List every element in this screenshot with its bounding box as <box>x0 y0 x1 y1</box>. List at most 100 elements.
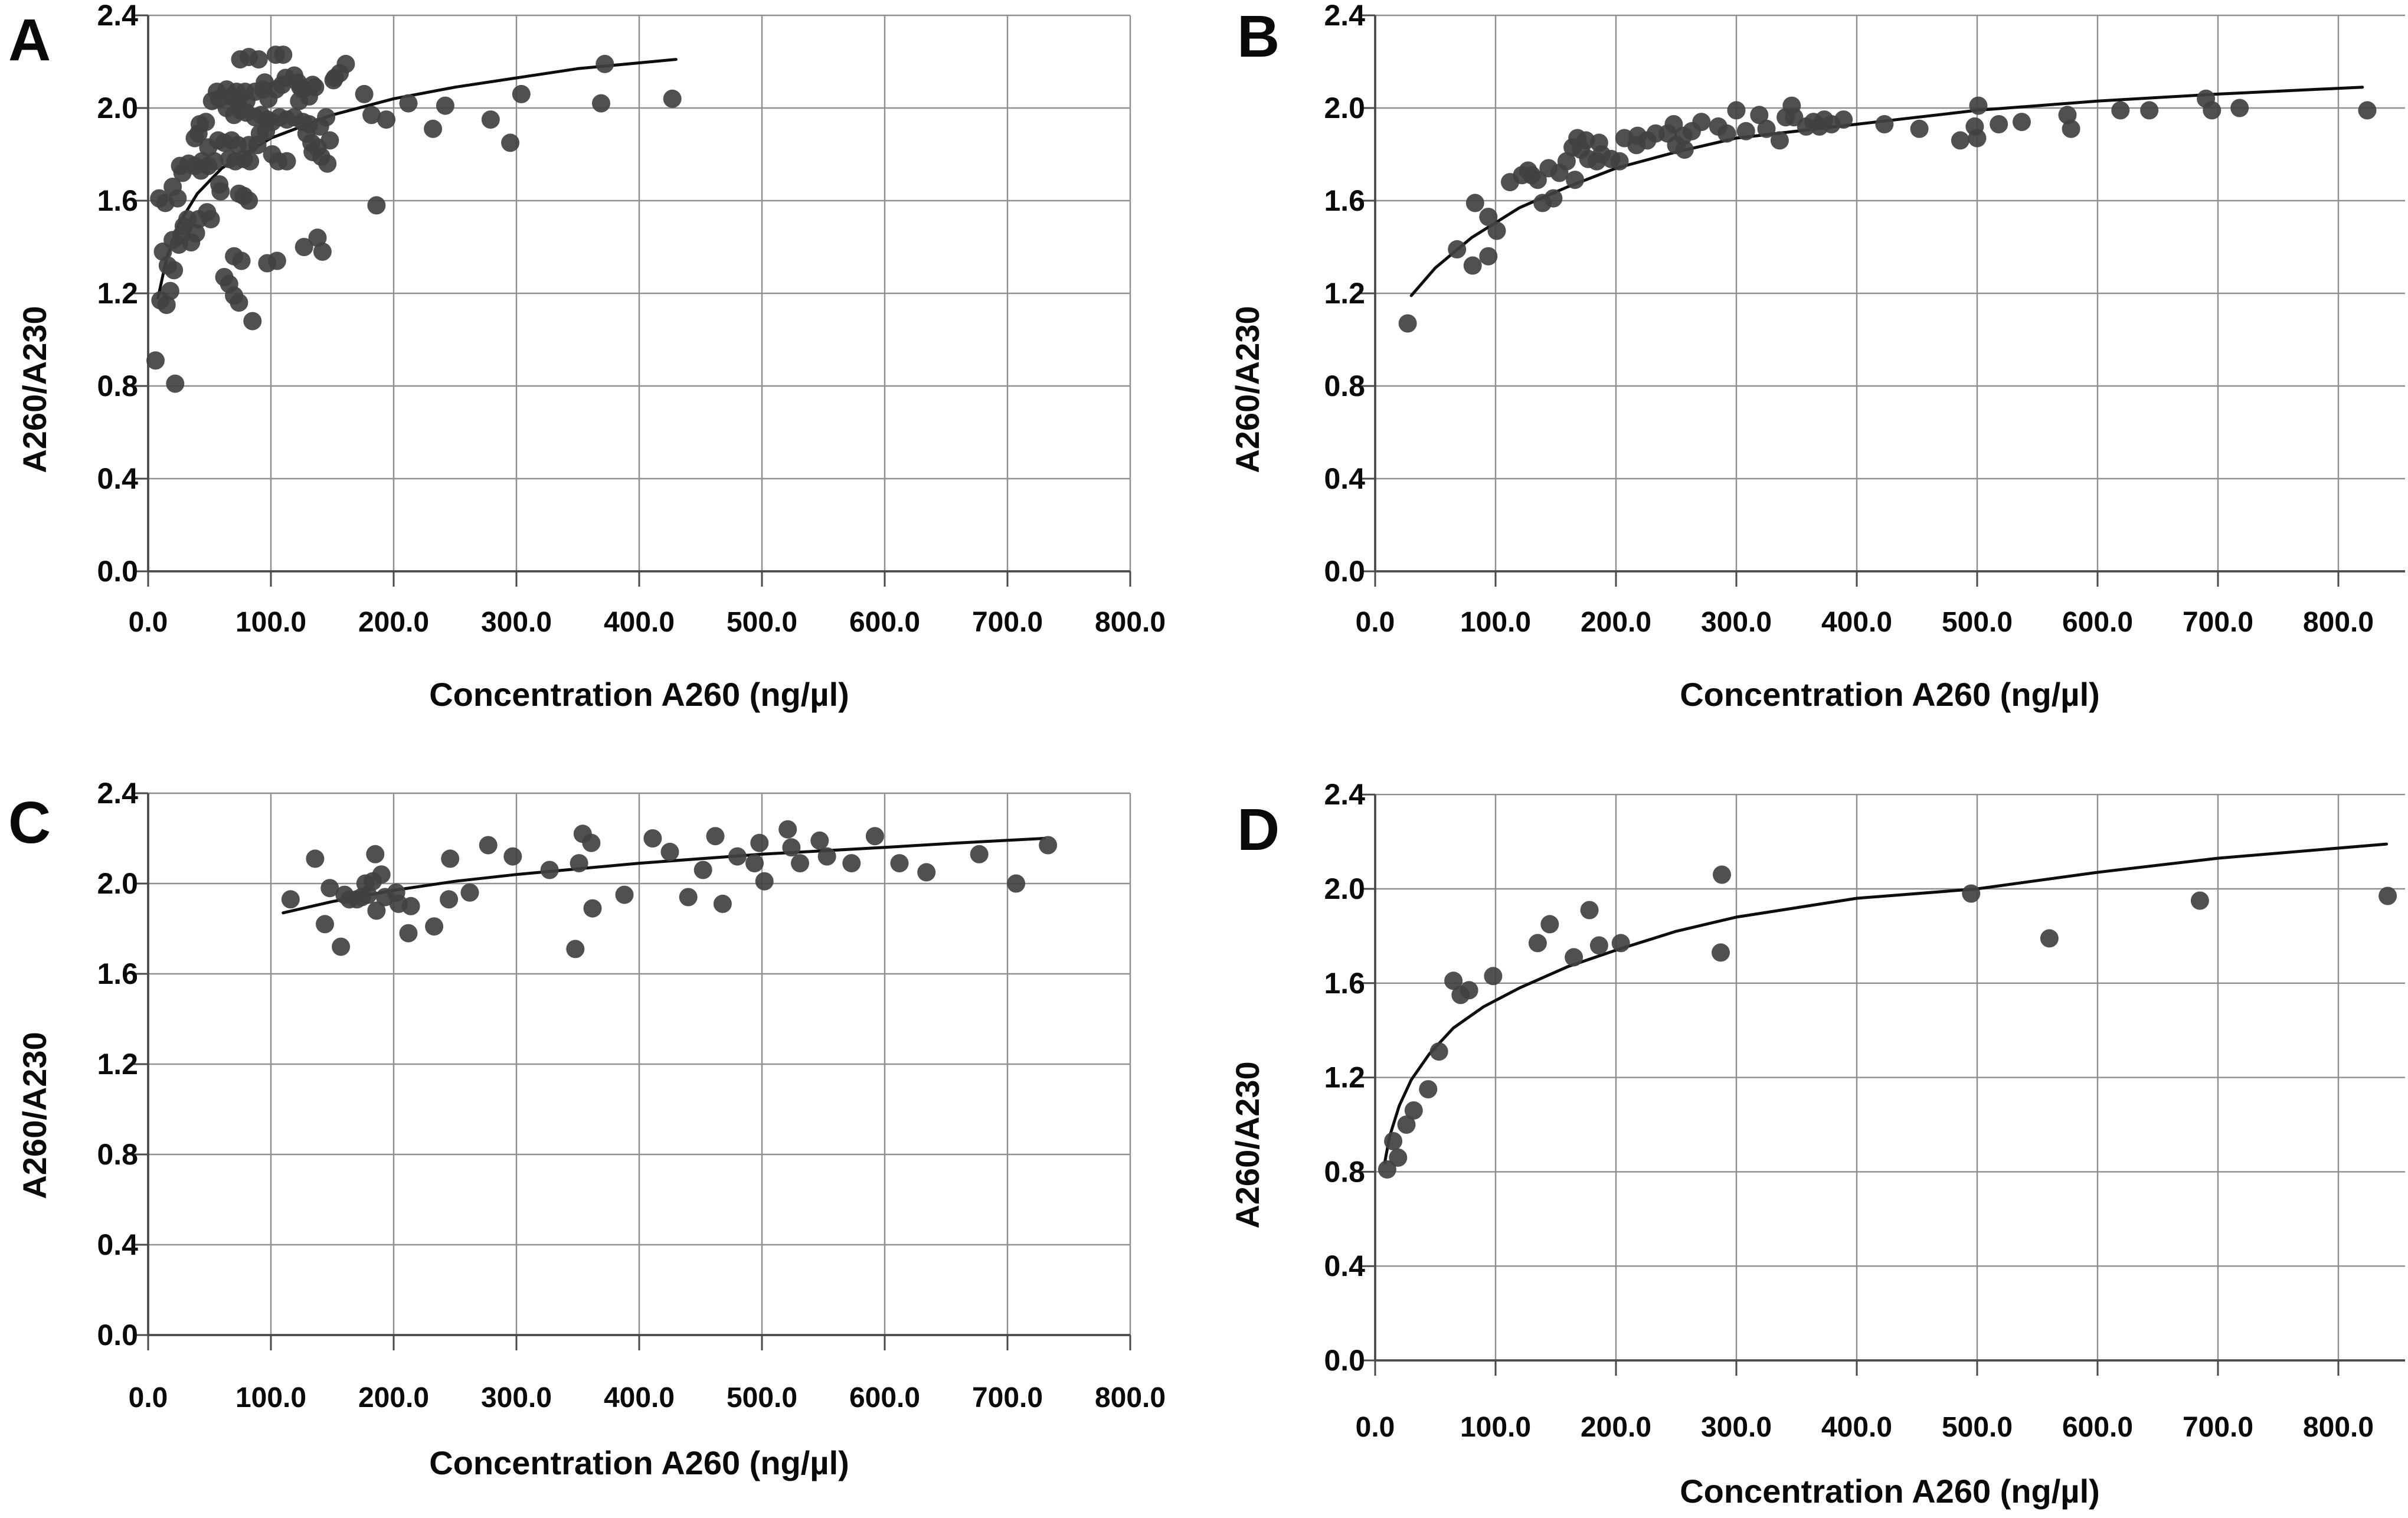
data-point <box>1750 106 1769 125</box>
x-tick-label: 700.0 <box>2183 607 2253 638</box>
data-point <box>512 84 531 103</box>
data-point <box>540 861 559 879</box>
data-point <box>165 261 184 280</box>
data-point <box>817 847 836 866</box>
x-tick-label: 800.0 <box>2303 1412 2374 1443</box>
data-point <box>713 894 732 913</box>
data-point <box>367 196 386 215</box>
data-point <box>191 161 210 180</box>
data-point <box>865 827 884 846</box>
data-point <box>2058 106 2077 125</box>
data-point <box>1566 171 1585 189</box>
data-point <box>1875 115 1894 133</box>
data-point <box>1429 1042 1448 1061</box>
data-point <box>1540 915 1559 934</box>
data-point <box>1770 131 1789 150</box>
y-axis-title: A260/A230 <box>1229 1061 1266 1228</box>
data-point <box>243 312 262 331</box>
x-tick-label: 0.0 <box>1356 607 1395 638</box>
y-tick-label: 0.8 <box>97 1138 138 1171</box>
data-point <box>197 113 215 132</box>
y-tick-label: 2.4 <box>1324 0 1365 32</box>
data-point <box>281 890 300 909</box>
x-tick-label: 700.0 <box>2183 1412 2253 1443</box>
data-point <box>174 217 193 235</box>
x-axis-title: Concentration A260 (ng/µl) <box>1680 676 2100 713</box>
x-tick-label: 400.0 <box>604 1382 675 1414</box>
x-tick-label: 300.0 <box>1701 607 1772 638</box>
data-point <box>1589 133 1608 152</box>
data-point <box>1727 101 1746 120</box>
data-point <box>2378 886 2397 905</box>
data-point <box>230 293 248 312</box>
data-point <box>1557 152 1576 171</box>
y-tick-label: 0.4 <box>97 462 138 495</box>
data-point <box>501 133 520 152</box>
data-point <box>372 865 391 884</box>
data-point <box>745 854 764 873</box>
panel-letter: D <box>1237 797 1280 863</box>
data-point <box>1460 981 1478 1000</box>
y-tick-label: 1.2 <box>97 277 138 310</box>
data-point <box>237 91 256 110</box>
data-point <box>2140 101 2159 120</box>
data-point <box>503 847 522 866</box>
data-point <box>1834 110 1853 129</box>
y-tick-label: 2.0 <box>1324 872 1365 905</box>
data-point <box>289 73 307 92</box>
data-point <box>1487 221 1506 240</box>
data-point <box>1378 1160 1396 1179</box>
data-point <box>436 96 454 115</box>
data-point <box>424 119 443 138</box>
data-point <box>308 228 327 247</box>
data-point <box>917 863 936 882</box>
x-axis-title: Concentration A260 (ng/µl) <box>429 1444 849 1481</box>
x-tick-label: 300.0 <box>1701 1412 1772 1443</box>
data-point <box>1565 948 1583 967</box>
data-point <box>663 89 682 108</box>
y-tick-label: 2.0 <box>97 91 138 125</box>
y-tick-label: 0.0 <box>1324 1344 1365 1377</box>
data-point <box>157 296 176 315</box>
data-point <box>2013 113 2031 132</box>
data-point <box>306 849 325 868</box>
data-point <box>1479 208 1498 226</box>
data-point <box>1039 836 1058 855</box>
y-tick-label: 0.0 <box>97 1319 138 1352</box>
data-point <box>146 351 165 370</box>
data-point <box>220 274 238 293</box>
data-point <box>1580 901 1599 920</box>
panel-letter: A <box>8 7 51 73</box>
data-point <box>1484 967 1503 986</box>
x-tick-label: 0.0 <box>129 1382 168 1414</box>
x-tick-label: 0.0 <box>129 607 168 638</box>
x-tick-label: 500.0 <box>727 1382 797 1414</box>
x-tick-label: 800.0 <box>2303 607 2374 638</box>
data-point <box>1990 115 2008 133</box>
y-tick-label: 0.4 <box>97 1228 138 1261</box>
x-tick-label: 600.0 <box>2062 607 2133 638</box>
data-point <box>355 84 374 103</box>
data-point <box>778 820 797 839</box>
data-point <box>295 238 313 256</box>
data-point <box>166 374 185 393</box>
x-tick-label: 700.0 <box>972 1382 1043 1414</box>
data-point <box>592 94 610 113</box>
data-point <box>336 54 355 73</box>
data-point <box>728 847 747 866</box>
data-point <box>317 108 336 127</box>
data-point <box>679 888 698 907</box>
data-point <box>306 78 325 97</box>
data-point <box>211 182 230 201</box>
data-point <box>706 827 725 846</box>
data-point <box>313 242 332 261</box>
data-point <box>256 73 274 92</box>
y-tick-label: 1.6 <box>1324 967 1365 1000</box>
x-tick-label: 600.0 <box>2062 1412 2133 1443</box>
data-point <box>1389 1148 1408 1167</box>
data-point <box>1589 936 1608 955</box>
y-tick-label: 1.2 <box>1324 277 1365 310</box>
data-point <box>240 191 259 210</box>
data-point <box>1465 194 1484 212</box>
